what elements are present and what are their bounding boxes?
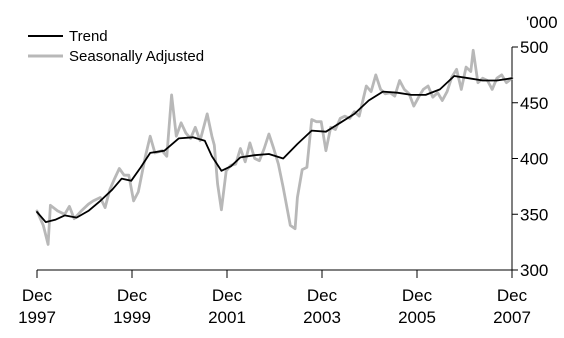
x-tick-month-2005: Dec xyxy=(402,286,433,305)
series-line-trend xyxy=(36,75,513,223)
legend-label-seasonally-adjusted: Seasonally Adjusted xyxy=(69,48,204,65)
plot-area: 300 350 400 450 500 Dec 1997 Dec 1999 Dec 2001 Dec 2… xyxy=(18,38,548,327)
y-axis-unit-label: '000 xyxy=(526,13,558,32)
y-tick-label-400: 400 xyxy=(520,150,548,169)
legend: Trend Seasonally Adjusted xyxy=(28,28,204,65)
x-tick-year-1999: 1999 xyxy=(113,308,151,327)
series-line-seasonally-adjusted xyxy=(35,48,514,246)
x-tick-year-2007: 2007 xyxy=(493,308,531,327)
y-tick-label-300: 300 xyxy=(520,261,548,280)
x-tick-year-2001: 2001 xyxy=(208,308,246,327)
x-tick-year-1997: 1997 xyxy=(18,308,56,327)
x-tick-month-1999: Dec xyxy=(117,286,148,305)
x-tick-month-1997: Dec xyxy=(22,286,53,305)
x-tick-month-2007: Dec xyxy=(497,286,528,305)
y-tick-label-350: 350 xyxy=(520,205,548,224)
y-tick-label-450: 450 xyxy=(520,94,548,113)
x-tick-year-2003: 2003 xyxy=(303,308,341,327)
x-tick-month-2001: Dec xyxy=(212,286,243,305)
y-tick-label-500: 500 xyxy=(520,38,548,57)
x-tick-month-2003: Dec xyxy=(307,286,338,305)
x-tick-year-2005: 2005 xyxy=(398,308,436,327)
legend-label-trend: Trend xyxy=(69,28,108,45)
